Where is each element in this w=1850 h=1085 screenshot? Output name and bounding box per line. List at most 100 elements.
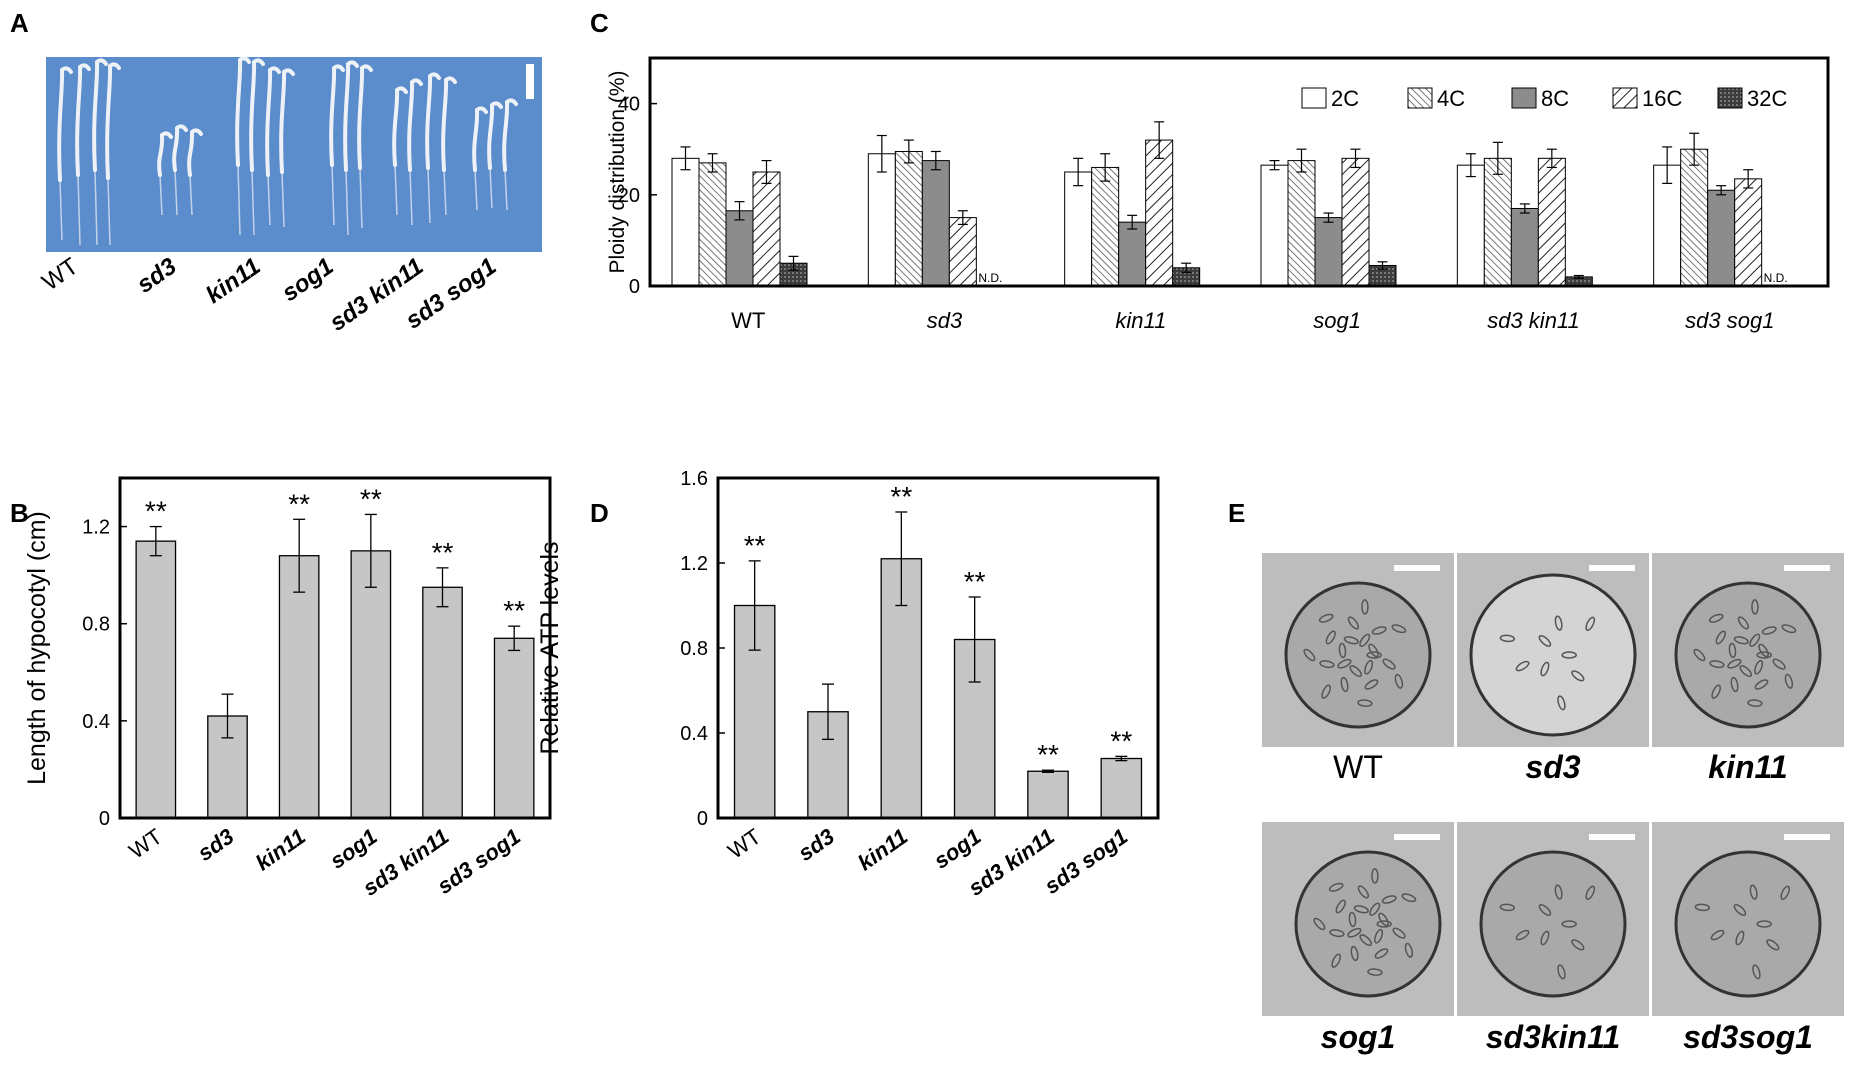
crista-1-5 bbox=[1499, 634, 1516, 643]
seedling-root-4-1 bbox=[409, 169, 413, 226]
crista-3-15 bbox=[1353, 905, 1369, 914]
seedling-root-2-1 bbox=[251, 169, 255, 236]
xtick-label-c-4: sd3 kin11 bbox=[1487, 308, 1580, 333]
bar-B-4 bbox=[422, 586, 463, 819]
crista-2-6 bbox=[1739, 665, 1753, 677]
em-label-4: sd3kin11 bbox=[1486, 1019, 1621, 1055]
bar-c-3-2 bbox=[1314, 217, 1343, 287]
seedling-root-4-0 bbox=[394, 164, 398, 216]
crista-0-7 bbox=[1340, 676, 1349, 693]
ytick-label-c-1: 20 bbox=[618, 185, 640, 207]
significance-B-2: ** bbox=[288, 488, 310, 519]
crista-0-8 bbox=[1321, 684, 1332, 699]
crista-0-12 bbox=[1338, 642, 1347, 659]
xtick-label-c-3: sog1 bbox=[1313, 308, 1361, 333]
bar-c-0-0 bbox=[671, 157, 700, 287]
legend-label-1: 4C bbox=[1437, 86, 1465, 111]
ytick-label-D-4: 1.6 bbox=[680, 468, 708, 490]
bar-c-4-2 bbox=[1510, 207, 1539, 287]
legend-label-3: 16C bbox=[1642, 86, 1682, 111]
xtick-label-c-5: sd3 sog1 bbox=[1685, 308, 1774, 333]
significance-D-5: ** bbox=[1110, 725, 1132, 756]
ytick-label-B-1: 0.4 bbox=[82, 711, 110, 733]
seedling-2-3 bbox=[279, 68, 295, 174]
crista-2-4 bbox=[1754, 679, 1769, 690]
crista-2-5 bbox=[1747, 699, 1763, 707]
crista-2-3 bbox=[1754, 659, 1764, 675]
photo-label-2: kin11 bbox=[201, 253, 265, 309]
em-label-3: sog1 bbox=[1321, 1019, 1396, 1055]
panel-label-d: D bbox=[590, 498, 609, 528]
em-image-4 bbox=[1457, 822, 1649, 1016]
seedling-5-2 bbox=[502, 98, 518, 172]
crista-2-14 bbox=[1708, 613, 1724, 623]
crista-0-19 bbox=[1371, 626, 1387, 635]
bar-c-4-1 bbox=[1483, 157, 1512, 287]
mitochondrion-1 bbox=[1469, 573, 1637, 737]
crista-2-17 bbox=[1751, 599, 1759, 615]
crista-0-15 bbox=[1343, 636, 1359, 645]
seedling-3-1 bbox=[343, 60, 359, 172]
xtick-label-c-0: WT bbox=[731, 308, 765, 333]
crista-3-14 bbox=[1328, 882, 1344, 892]
seedling-root-0-0 bbox=[59, 179, 63, 241]
bar-D-4 bbox=[1027, 770, 1069, 819]
crista-3-5 bbox=[1367, 968, 1383, 976]
em-label-1: sd3 bbox=[1525, 749, 1580, 785]
xtick-label-D-2: kin11 bbox=[853, 824, 912, 876]
crista-5-1 bbox=[1766, 939, 1780, 951]
panel-label-b: B bbox=[10, 498, 29, 528]
crista-5-5 bbox=[1694, 903, 1711, 912]
crista-1-1 bbox=[1571, 670, 1585, 682]
photo-label-1: sd3 bbox=[132, 252, 182, 298]
xtick-label-D-1: sd3 bbox=[793, 824, 838, 866]
seedlings bbox=[57, 56, 518, 246]
crista-3-12 bbox=[1348, 911, 1357, 928]
crista-4-0 bbox=[1561, 920, 1577, 928]
significance-B-4: ** bbox=[432, 537, 454, 568]
ytick-label-B-2: 0.8 bbox=[82, 614, 110, 636]
crista-3-2 bbox=[1404, 942, 1414, 958]
xtick-label-B-3: sog1 bbox=[325, 824, 381, 874]
bar-c-1-2 bbox=[921, 160, 950, 287]
crista-0-20 bbox=[1391, 624, 1407, 634]
seedling-root-0-1 bbox=[77, 174, 81, 246]
xtick-label-D-0: WT bbox=[723, 824, 765, 864]
seedling-3-0 bbox=[329, 64, 345, 167]
bar-c-2-2 bbox=[1118, 221, 1147, 287]
crista-4-4 bbox=[1515, 929, 1530, 941]
xtick-label-B-2: kin11 bbox=[251, 824, 310, 876]
seedling-root-3-2 bbox=[359, 167, 363, 229]
crista-2-1 bbox=[1772, 658, 1786, 670]
xtick-label-c-2: kin11 bbox=[1115, 308, 1166, 333]
bar-c-0-2 bbox=[725, 210, 754, 287]
significance-B-0: ** bbox=[145, 496, 167, 527]
axes-frame-B bbox=[118, 476, 552, 820]
legend-swatch-1 bbox=[1407, 87, 1433, 109]
crista-2-0 bbox=[1756, 651, 1772, 659]
crista-3-21 bbox=[1378, 912, 1389, 927]
seedling-root-2-0 bbox=[237, 164, 241, 236]
seedling-2-2 bbox=[265, 66, 281, 177]
crista-0-10 bbox=[1319, 660, 1335, 669]
legend-swatch-3 bbox=[1612, 87, 1638, 109]
crista-0-3 bbox=[1364, 659, 1374, 675]
crista-4-1 bbox=[1571, 939, 1585, 951]
seedling-root-1-1 bbox=[174, 169, 178, 216]
crista-3-18 bbox=[1369, 902, 1381, 916]
bar-c-3-3 bbox=[1341, 157, 1370, 287]
nd-label-5: N.D. bbox=[1764, 271, 1788, 285]
mitochondrion-5 bbox=[1674, 850, 1822, 998]
bar-c-3-1 bbox=[1287, 160, 1316, 287]
bar-c-1-0 bbox=[867, 153, 896, 287]
bar-c-4-0 bbox=[1456, 164, 1485, 287]
chart-ploidy: WT N.D. sd3 kin11 sog1 sd3 kin11 N.D. sd3 sog1 0… bbox=[606, 56, 1830, 333]
crista-2-20 bbox=[1781, 624, 1797, 634]
crista-0-14 bbox=[1318, 613, 1334, 623]
significance-D-3: ** bbox=[964, 566, 986, 597]
em-image-1 bbox=[1457, 553, 1649, 747]
mitochondrion-0 bbox=[1284, 581, 1432, 729]
bar-c-2-1 bbox=[1091, 166, 1120, 287]
seedling-4-0 bbox=[392, 86, 408, 167]
em-scale-bar-0 bbox=[1394, 565, 1440, 571]
